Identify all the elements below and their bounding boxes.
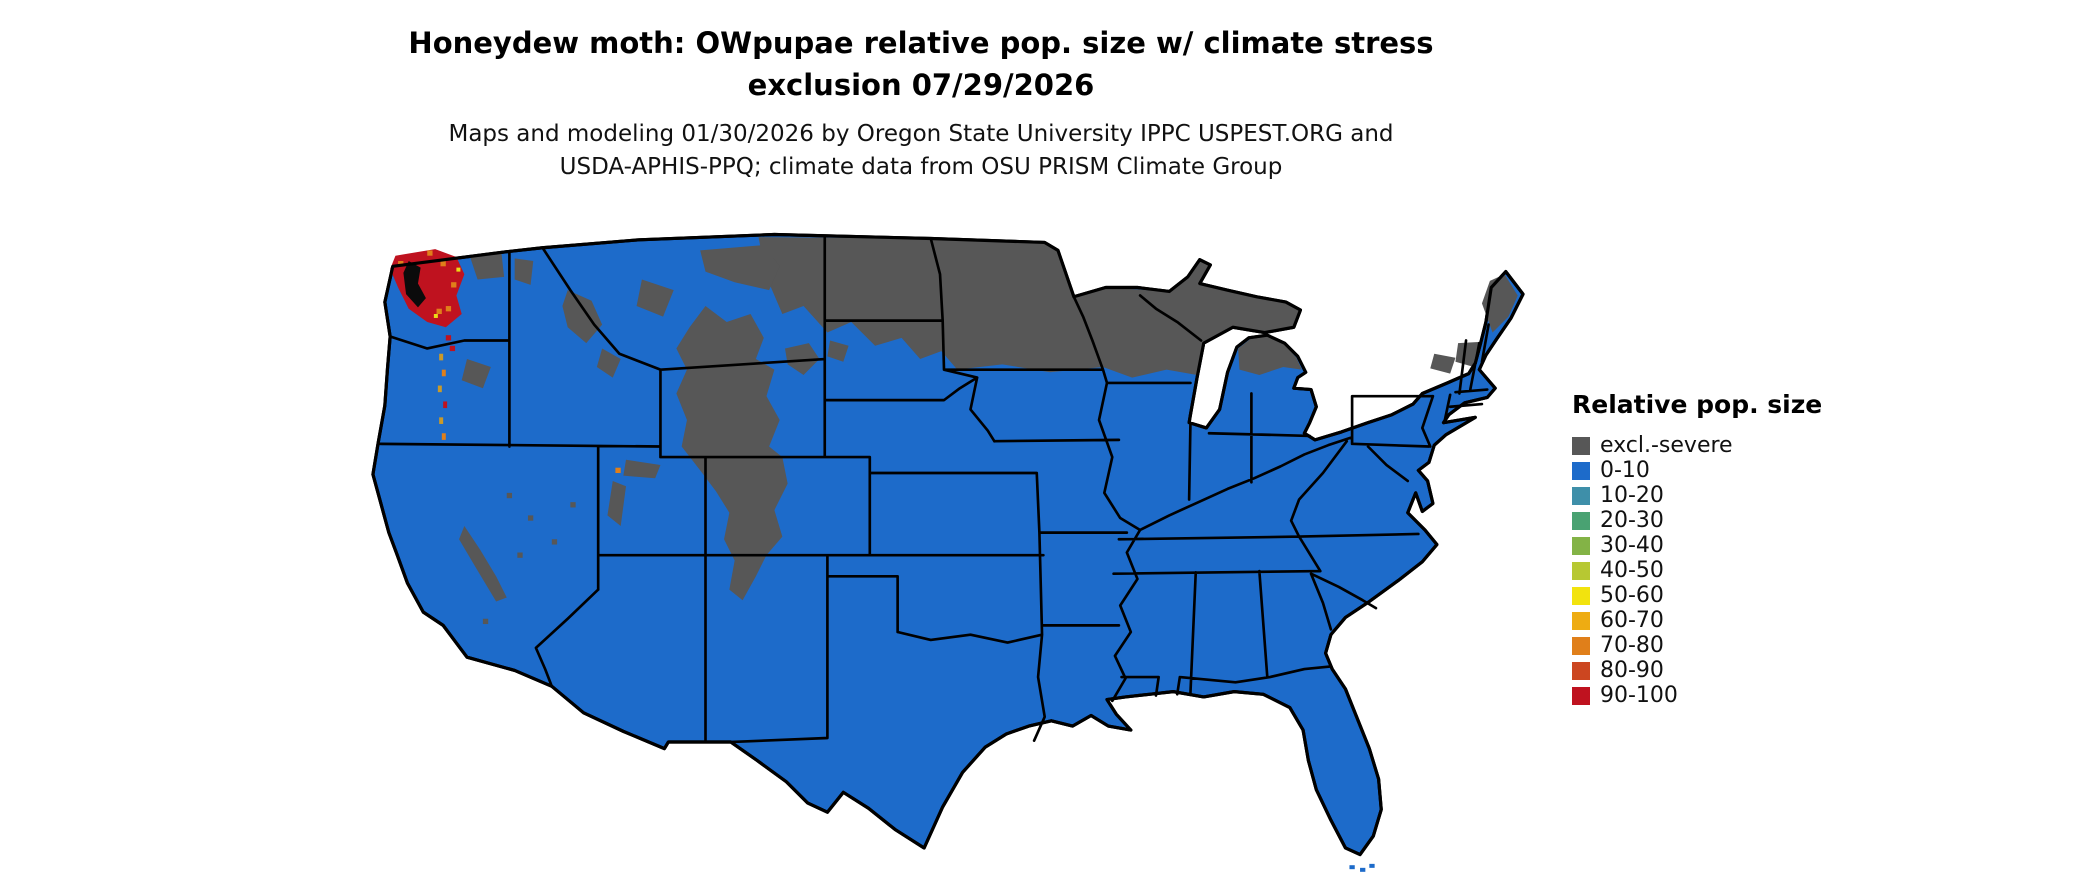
us-map [308, 221, 1527, 884]
legend-swatch [1572, 586, 1590, 605]
legend-label: 60-70 [1600, 608, 1664, 633]
legend-label: 40-50 [1600, 558, 1664, 583]
legend-row: 50-60 [1572, 583, 1822, 608]
subtitle-line-1: Maps and modeling 01/30/2026 by Oregon S… [448, 121, 1394, 147]
legend-label: 50-60 [1600, 583, 1664, 608]
title-line-1: Honeydew moth: OWpupae relative pop. siz… [408, 26, 1434, 60]
legend-entries: excl.-severe 0-10 10-20 20-30 30-40 40-50 50-6… [1572, 433, 1822, 708]
legend-label: 20-30 [1600, 508, 1664, 533]
title-line-2: exclusion 07/29/2026 [747, 68, 1095, 103]
cascades-speckle [437, 353, 621, 473]
legend-swatch [1572, 561, 1590, 580]
legend-swatch [1572, 636, 1590, 655]
us-map-svg [371, 232, 1525, 872]
legend: Relative pop. size excl.-severe 0-10 10-20… [1572, 390, 1822, 708]
legend-label: 90-100 [1600, 683, 1678, 708]
legend-label: 0-10 [1600, 458, 1650, 483]
page-subtitle: Maps and modeling 01/30/2026 by Oregon S… [0, 118, 1842, 185]
legend-swatch [1572, 686, 1590, 705]
legend-row: 0-10 [1572, 458, 1822, 483]
legend-label: 10-20 [1600, 483, 1664, 508]
page-title: Honeydew moth: OWpupae relative pop. siz… [0, 22, 1842, 106]
legend-row: 90-100 [1572, 683, 1822, 708]
legend-label: 30-40 [1600, 533, 1664, 558]
legend-swatch [1572, 461, 1590, 480]
legend-row: 30-40 [1572, 533, 1822, 558]
legend-label: 80-90 [1600, 658, 1664, 683]
legend-label: excl.-severe [1600, 433, 1733, 458]
excluded-severe-region [459, 237, 1518, 625]
subtitle-line-2: USDA-APHIS-PPQ; climate data from OSU PR… [559, 154, 1283, 181]
legend-swatch [1572, 661, 1590, 680]
legend-row: 70-80 [1572, 633, 1822, 658]
florida-keys-dots [1349, 863, 1375, 872]
legend-swatch [1572, 536, 1590, 555]
legend-swatch [1572, 611, 1590, 630]
legend-label: 70-80 [1600, 633, 1664, 658]
state-borders [376, 234, 1490, 744]
legend-swatch [1572, 511, 1590, 530]
legend-row: 40-50 [1572, 558, 1822, 583]
high-pop-region [390, 249, 465, 352]
puget-sound-core [403, 261, 426, 308]
legend-swatch [1572, 486, 1590, 505]
legend-swatch [1572, 436, 1590, 455]
legend-row: 80-90 [1572, 658, 1822, 683]
legend-title: Relative pop. size [1572, 390, 1823, 419]
legend-row: 60-70 [1572, 608, 1822, 633]
legend-row: 10-20 [1572, 483, 1822, 508]
legend-row: excl.-severe [1572, 433, 1822, 458]
legend-row: 20-30 [1572, 508, 1822, 533]
